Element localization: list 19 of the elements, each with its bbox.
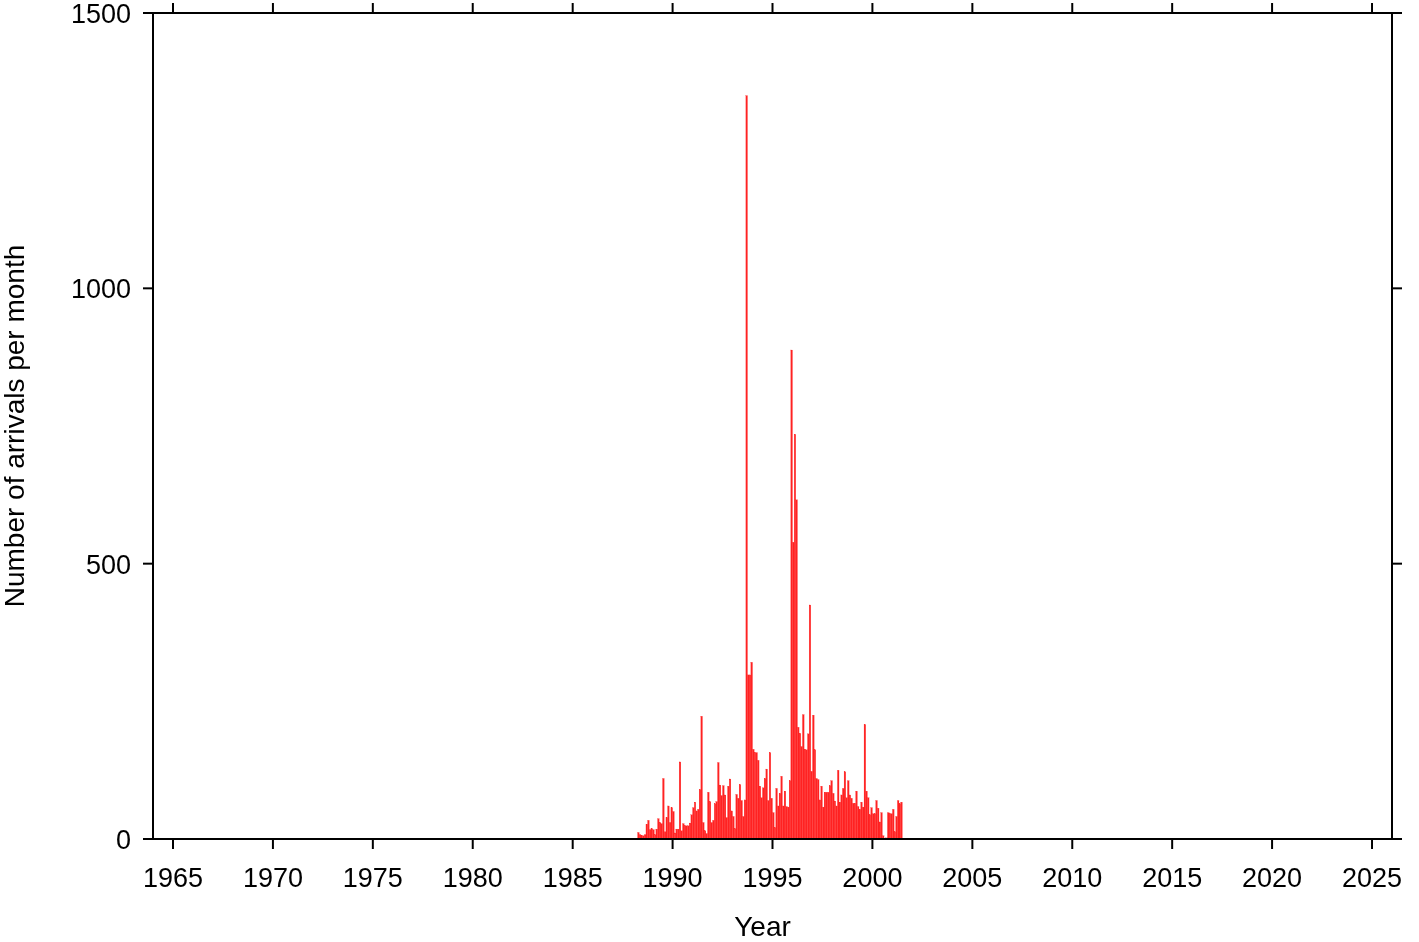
x-tick-label: 1975 xyxy=(342,863,403,893)
x-axis-title: Year xyxy=(734,911,791,942)
y-axis-title: Number of arrivals per month xyxy=(0,244,30,608)
x-tick-label: 1965 xyxy=(142,863,204,893)
x-tick-label: 2005 xyxy=(942,863,1003,893)
y-tick-label: 1500 xyxy=(70,0,131,29)
y-tick-label: 500 xyxy=(85,549,131,580)
x-tick-label: 1970 xyxy=(242,863,303,893)
x-tick-label: 1980 xyxy=(442,863,503,893)
x-tick-label: 2020 xyxy=(1242,863,1303,893)
x-tick-label: 1990 xyxy=(642,863,703,893)
x-tick-label: 2025 xyxy=(1341,863,1403,893)
x-tick-label: 2010 xyxy=(1042,863,1103,893)
y-tick-label: 1000 xyxy=(70,274,131,305)
y-tick-label: 0 xyxy=(115,825,131,855)
x-tick-label: 2015 xyxy=(1142,863,1203,893)
x-tick-label: 2000 xyxy=(842,863,903,893)
x-tick-label: 1985 xyxy=(542,863,603,893)
x-tick-label: 1995 xyxy=(742,863,803,893)
